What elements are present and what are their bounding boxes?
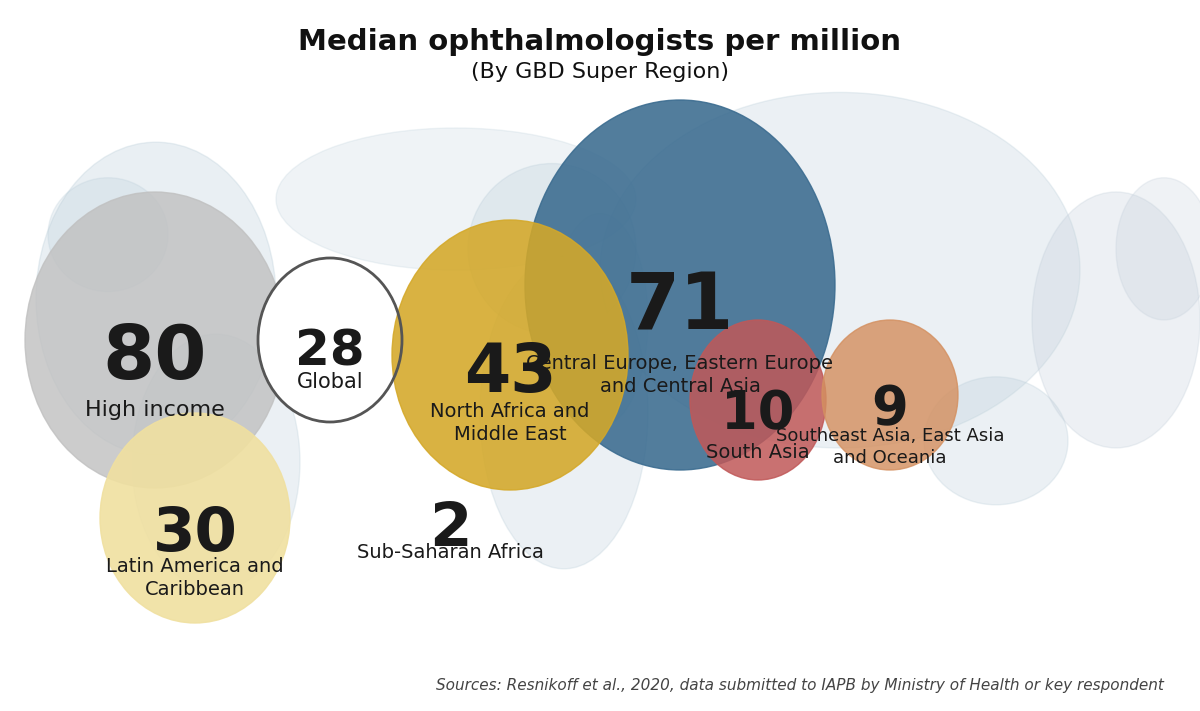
- Text: 28: 28: [295, 328, 365, 376]
- Ellipse shape: [258, 258, 402, 422]
- Ellipse shape: [132, 334, 300, 590]
- Text: Sources: Resnikoff et al., 2020, data submitted to IAPB by Ministry of Health or: Sources: Resnikoff et al., 2020, data su…: [436, 678, 1164, 693]
- Text: 80: 80: [103, 321, 208, 395]
- Ellipse shape: [25, 192, 286, 488]
- Text: Southeast Asia, East Asia
and Oceania: Southeast Asia, East Asia and Oceania: [775, 427, 1004, 467]
- Ellipse shape: [526, 100, 835, 470]
- Ellipse shape: [468, 164, 636, 334]
- Ellipse shape: [480, 256, 648, 569]
- Text: Sub-Saharan Africa: Sub-Saharan Africa: [356, 543, 544, 562]
- Ellipse shape: [100, 413, 290, 623]
- Ellipse shape: [48, 178, 168, 292]
- Ellipse shape: [36, 142, 276, 455]
- Text: South Asia: South Asia: [706, 442, 810, 461]
- Ellipse shape: [690, 320, 826, 480]
- Text: (By GBD Super Region): (By GBD Super Region): [470, 62, 730, 82]
- Text: 30: 30: [152, 505, 238, 564]
- Ellipse shape: [924, 377, 1068, 505]
- Ellipse shape: [822, 320, 958, 470]
- Text: Latin America and
Caribbean: Latin America and Caribbean: [106, 557, 284, 599]
- Ellipse shape: [276, 128, 636, 270]
- Text: 43: 43: [463, 340, 557, 406]
- Text: Central Europe, Eastern Europe
and Central Asia: Central Europe, Eastern Europe and Centr…: [527, 354, 834, 396]
- Ellipse shape: [392, 220, 628, 490]
- Text: Median ophthalmologists per million: Median ophthalmologists per million: [299, 28, 901, 56]
- Ellipse shape: [600, 92, 1080, 448]
- Text: 10: 10: [721, 388, 794, 440]
- Text: 71: 71: [626, 269, 734, 345]
- Text: North Africa and
Middle East: North Africa and Middle East: [431, 402, 589, 444]
- Text: 2: 2: [428, 501, 472, 560]
- Text: 9: 9: [871, 383, 908, 435]
- Ellipse shape: [552, 213, 648, 427]
- Ellipse shape: [1032, 192, 1200, 448]
- Text: High income: High income: [85, 400, 224, 420]
- Text: Global: Global: [296, 372, 364, 392]
- Ellipse shape: [1116, 178, 1200, 320]
